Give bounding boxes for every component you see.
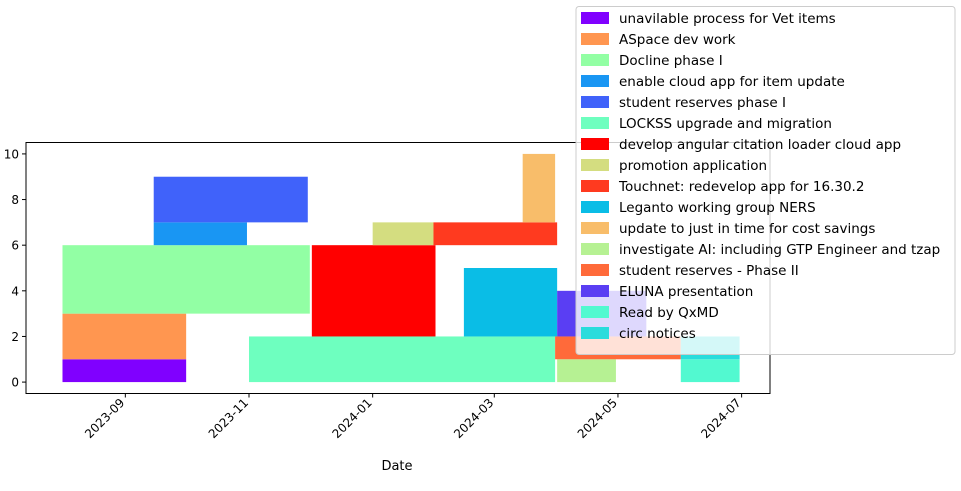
legend-label-8: Touchnet: redevelop app for 16.30.2 <box>618 179 864 195</box>
x-tick-label-1: 2023-11 <box>206 396 251 441</box>
legend-label-7: promotion application <box>619 158 767 174</box>
y-tick-label-0: 0 <box>11 376 19 390</box>
bar-8 <box>433 222 558 246</box>
legend-label-12: student reserves - Phase II <box>619 263 799 279</box>
bar-0 <box>62 359 187 383</box>
bar-5 <box>248 336 556 383</box>
legend-label-0: unavilable process for Vet items <box>619 11 836 27</box>
legend-label-1: ASpace dev work <box>619 32 736 48</box>
legend-frame <box>575 6 956 355</box>
bar-3 <box>153 222 247 246</box>
x-axis-label: Date <box>381 459 412 474</box>
legend-label-4: student reserves phase I <box>619 95 786 111</box>
legend-label-5: LOCKSS upgrade and migration <box>619 116 832 132</box>
legend-swatch-8 <box>581 180 609 192</box>
legend-swatch-15 <box>581 327 609 339</box>
legend-swatch-9 <box>581 201 609 213</box>
x-tick-label-3: 2024-03 <box>451 396 496 441</box>
bar-7 <box>372 222 434 246</box>
bar-11 <box>557 359 616 383</box>
y-tick-label-3: 6 <box>11 239 19 253</box>
y-tick-label-4: 8 <box>11 193 19 207</box>
legend-swatch-1 <box>581 33 609 45</box>
y-tick-label-5: 10 <box>4 147 19 161</box>
legend-label-2: Docline phase I <box>619 53 723 69</box>
legend-swatch-7 <box>581 159 609 171</box>
legend-label-11: investigate AI: including GTP Engineer a… <box>619 242 940 258</box>
legend-swatch-5 <box>581 117 609 129</box>
legend-swatch-14 <box>581 306 609 318</box>
legend-label-13: ELUNA presentation <box>619 284 753 300</box>
legend-swatch-0 <box>581 12 609 24</box>
bar-9 <box>463 268 558 337</box>
bar-4 <box>153 176 308 223</box>
legend-swatch-12 <box>581 264 609 276</box>
legend-label-3: enable cloud app for item update <box>619 74 845 90</box>
bar-layer <box>62 153 740 383</box>
bar-10 <box>522 153 556 223</box>
legend-label-14: Read by QxMD <box>619 305 719 321</box>
x-tick-label-5: 2024-07 <box>698 396 743 441</box>
legend-swatch-2 <box>581 54 609 66</box>
bar-6 <box>311 245 436 337</box>
legend-label-6: develop angular citation loader cloud ap… <box>619 137 901 153</box>
y-tick-label-1: 2 <box>11 330 19 344</box>
legend-swatch-10 <box>581 222 609 234</box>
x-axis: 2023-09 2023-11 2024-01 2024-03 2024-05 2024-… <box>82 393 744 441</box>
legend-swatch-11 <box>581 243 609 255</box>
legend-swatch-3 <box>581 75 609 87</box>
legend-swatch-4 <box>581 96 609 108</box>
x-tick-label-2: 2024-01 <box>329 396 374 441</box>
bar-1 <box>62 313 187 360</box>
y-tick-label-2: 4 <box>11 284 19 298</box>
legend-label-10: update to just in time for cost savings <box>619 221 875 237</box>
bar-2 <box>62 245 310 314</box>
legend: unavilable process for Vet items ASpace d… <box>575 6 956 355</box>
x-tick-label-0: 2023-09 <box>82 396 127 441</box>
legend-swatch-6 <box>581 138 609 150</box>
y-axis: 0 2 4 6 8 10 <box>4 147 26 390</box>
legend-label-15: circ notices <box>619 326 696 342</box>
x-tick-label-4: 2024-05 <box>575 396 620 441</box>
bar-14 <box>680 359 740 383</box>
legend-swatch-13 <box>581 285 609 297</box>
legend-label-9: Leganto working group NERS <box>619 200 816 216</box>
